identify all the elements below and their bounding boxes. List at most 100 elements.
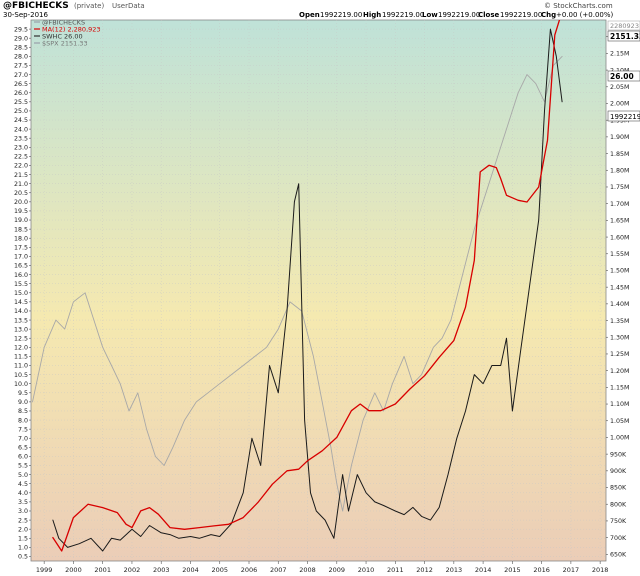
x-tick-label: 2007 — [270, 566, 287, 574]
left-tick-label: 7.5 — [18, 426, 28, 433]
left-tick-label: 18.5 — [14, 226, 28, 233]
left-tick-label: 27.5 — [14, 63, 28, 70]
left-tick-label: 28.5 — [14, 44, 28, 51]
svg-text:26.00: 26.00 — [610, 72, 634, 81]
symbol-note: (private) — [74, 2, 105, 10]
right-tick-label: 950K — [610, 451, 627, 458]
left-tick-label: 13.5 — [14, 317, 28, 324]
right-tick-label: 1.15M — [610, 385, 629, 392]
x-tick-label: 1999 — [36, 566, 53, 574]
price-tag-top: 2280923 — [607, 20, 640, 31]
left-tick-label: 21.0 — [14, 181, 28, 188]
right-tick-label: 2.15M — [610, 51, 629, 58]
svg-text:@FBICHECKS: @FBICHECKS — [42, 19, 85, 27]
left-tick-label: 15.5 — [14, 281, 28, 288]
high-value: 1992219.00 — [382, 11, 425, 19]
left-tick-label: 1.0 — [18, 545, 28, 552]
chart-date: 30-Sep-2016 — [3, 11, 48, 19]
chg-value: +0.00 (+0.00%) — [556, 11, 614, 19]
watermark: © StockCharts.com — [544, 2, 613, 10]
left-tick-label: 12.5 — [14, 335, 28, 342]
left-tick-label: 9.5 — [18, 390, 28, 397]
right-tick-label: 1.30M — [610, 334, 629, 341]
x-tick-label: 2015 — [504, 566, 521, 574]
left-tick-label: 4.5 — [18, 481, 28, 488]
price-tag-swhc: 26.00 — [607, 70, 640, 82]
svg-text:2151.33: 2151.33 — [610, 32, 640, 41]
left-tick-label: 27.0 — [14, 72, 28, 79]
left-tick-label: 26.5 — [14, 81, 28, 88]
left-tick-label: 8.0 — [18, 417, 28, 424]
left-tick-label: 29.0 — [14, 35, 28, 42]
left-tick-label: 2.0 — [18, 526, 28, 533]
right-tick-label: 800K — [610, 501, 627, 508]
legend-entry-swhc: SWHC 26.00 — [34, 33, 83, 41]
right-tick-label: 1.20M — [610, 368, 629, 375]
left-tick-label: 25.0 — [14, 108, 28, 115]
left-tick-label: 24.5 — [14, 117, 28, 124]
left-tick-label: 17.5 — [14, 245, 28, 252]
plot-area — [30, 19, 607, 562]
left-axis: 0.5 1.0 1.5 2.0 2.5 3.0 3.5 4.0 4.5 5.0 5.5 6.0 6.5 7… — [14, 26, 31, 561]
left-tick-label: 7.0 — [18, 435, 28, 442]
right-tick-label: 850K — [610, 485, 627, 492]
x-tick-label: 2009 — [329, 566, 346, 574]
x-tick-label: 2004 — [182, 566, 199, 574]
legend-entry-fbichecks: @FBICHECKS — [34, 19, 85, 27]
x-tick-label: 2008 — [299, 566, 316, 574]
close-value: 1992219.00 — [500, 11, 543, 19]
right-tick-label: 1.80M — [610, 167, 629, 174]
svg-text:1992219.0: 1992219.0 — [610, 113, 640, 121]
right-tick-label: 1.25M — [610, 351, 629, 358]
x-tick-label: 2017 — [563, 566, 580, 574]
price-tag-spx: 2151.33 — [607, 30, 640, 42]
left-tick-label: 2.5 — [18, 517, 28, 524]
x-tick-label: 2006 — [241, 566, 258, 574]
right-tick-label: 1.55M — [610, 251, 629, 258]
left-tick-label: 11.0 — [14, 363, 28, 370]
right-tick-label: 1.35M — [610, 318, 629, 325]
left-tick-label: 9.0 — [18, 399, 28, 406]
chg-label: Chg — [541, 11, 557, 19]
right-tick-label: 1.45M — [610, 284, 629, 291]
right-tick-label: 1.65M — [610, 218, 629, 225]
right-tick-label: 1.90M — [610, 134, 629, 141]
x-tick-label: 2011 — [387, 566, 404, 574]
x-tick-label: 2003 — [153, 566, 170, 574]
right-tick-label: 1.85M — [610, 151, 629, 158]
svg-text:$SPX 2151.33: $SPX 2151.33 — [42, 40, 88, 48]
right-tick-label: 700K — [610, 535, 627, 542]
x-tick-label: 2016 — [533, 566, 550, 574]
left-tick-label: 22.5 — [14, 154, 28, 161]
right-tick-label: 900K — [610, 468, 627, 475]
open-value: 1992219.00 — [320, 11, 363, 19]
left-tick-label: 26.0 — [14, 90, 28, 97]
right-tick-label: 2.05M — [610, 84, 629, 91]
left-tick-label: 14.0 — [14, 308, 28, 315]
chart-header: @FBICHECKS (private) UserData 30-Sep-201… — [0, 0, 640, 20]
left-tick-label: 5.5 — [18, 463, 28, 470]
x-tick-label: 2014 — [475, 566, 492, 574]
close-label: Close — [478, 11, 500, 19]
left-tick-label: 23.5 — [14, 135, 28, 142]
symbol-title: @FBICHECKS — [3, 1, 69, 11]
left-tick-label: 19.5 — [14, 208, 28, 215]
left-tick-label: 10.0 — [14, 381, 28, 388]
grid — [31, 20, 606, 561]
left-tick-label: 12.0 — [14, 345, 28, 352]
left-tick-label: 3.0 — [18, 508, 28, 515]
x-tick-label: 2002 — [124, 566, 141, 574]
left-tick-label: 21.5 — [14, 172, 28, 179]
left-tick-label: 25.5 — [14, 99, 28, 106]
left-tick-label: 0.5 — [18, 554, 28, 561]
right-tick-label: 1.00M — [610, 435, 629, 442]
x-axis: 1999 2000 2001 2002 2003 2004 2005 2006 2007 2008… — [36, 561, 608, 574]
right-tick-label: 1.40M — [610, 301, 629, 308]
x-tick-label: 2001 — [94, 566, 111, 574]
swhc-series-line — [52, 28, 563, 552]
left-tick-label: 28.0 — [14, 54, 28, 61]
right-tick-label: 650K — [610, 552, 627, 559]
series-layer — [32, 20, 563, 552]
x-tick-label: 2012 — [416, 566, 433, 574]
